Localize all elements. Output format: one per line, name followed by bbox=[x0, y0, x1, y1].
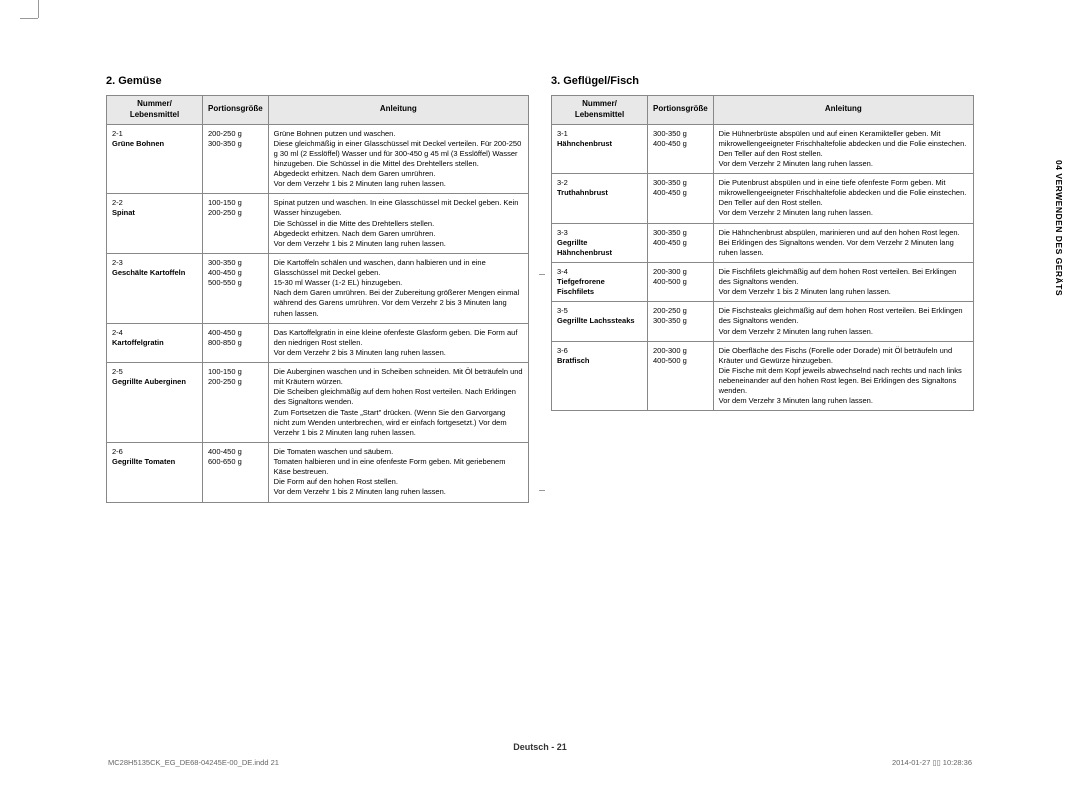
cell-portion: 100-150 g200-250 g bbox=[203, 194, 269, 254]
table-row: 2-1Grüne Bohnen200-250 g300-350 gGrüne B… bbox=[107, 124, 529, 194]
cell-portion: 100-150 g200-250 g bbox=[203, 363, 269, 443]
cell-nummer: 2-4Kartoffelgratin bbox=[107, 323, 203, 362]
cell-nummer: 3-5Gegrillte Lachssteaks bbox=[552, 302, 648, 341]
table-row: 2-3Geschälte Kartoffeln300-350 g400-450 … bbox=[107, 253, 529, 323]
col-header-portion: Portionsgröße bbox=[203, 96, 269, 125]
cell-nummer: 2-1Grüne Bohnen bbox=[107, 124, 203, 194]
footer: MC28H5135CK_EG_DE68-04245E-00_DE.indd 21… bbox=[48, 752, 1032, 767]
cell-anleitung: Die Fischfilets gleichmäßig auf dem hohe… bbox=[713, 262, 973, 301]
table-gemuese: Nummer/ Lebensmittel Portionsgröße Anlei… bbox=[106, 95, 529, 503]
cell-anleitung: Die Fischsteaks gleichmäßig auf dem hohe… bbox=[713, 302, 973, 341]
cell-nummer: 2-3Geschälte Kartoffeln bbox=[107, 253, 203, 323]
cell-anleitung: Grüne Bohnen putzen und waschen.Diese gl… bbox=[268, 124, 528, 194]
col-header-anleitung: Anleitung bbox=[268, 96, 528, 125]
table-row: 2-6Gegrillte Tomaten400-450 g600-650 gDi… bbox=[107, 442, 529, 502]
cell-portion: 300-350 g400-450 g500-550 g bbox=[203, 253, 269, 323]
section-title-gemuese: 2. Gemüse bbox=[106, 75, 529, 87]
cell-anleitung: Die Kartoffeln schälen und waschen, dann… bbox=[268, 253, 528, 323]
table-gefluegel: Nummer/ Lebensmittel Portionsgröße Anlei… bbox=[551, 95, 974, 411]
table-row: 3-4Tiefgefrorene Fischfilets200-300 g400… bbox=[552, 262, 974, 301]
table-row: 3-3Gegrillte Hähnchenbrust300-350 g400-4… bbox=[552, 223, 974, 262]
col-header-anleitung: Anleitung bbox=[713, 96, 973, 125]
table-row: 3-2Truthahnbrust300-350 g400-450 gDie Pu… bbox=[552, 174, 974, 224]
cell-portion: 200-250 g300-350 g bbox=[203, 124, 269, 194]
cell-nummer: 3-6Bratfisch bbox=[552, 341, 648, 411]
table-row: 2-5Gegrillte Auberginen100-150 g200-250 … bbox=[107, 363, 529, 443]
page: 2. Gemüse Nummer/ Lebensmittel Portionsg… bbox=[48, 25, 1032, 767]
table-row: 3-1Hähnchenbrust300-350 g400-450 gDie Hü… bbox=[552, 124, 974, 174]
cell-anleitung: Die Auberginen waschen und in Scheiben s… bbox=[268, 363, 528, 443]
cell-portion: 300-350 g400-450 g bbox=[648, 223, 714, 262]
col-header-nummer: Nummer/ Lebensmittel bbox=[552, 96, 648, 125]
cell-portion: 200-250 g300-350 g bbox=[648, 302, 714, 341]
table-row: 3-5Gegrillte Lachssteaks200-250 g300-350… bbox=[552, 302, 974, 341]
cell-nummer: 3-2Truthahnbrust bbox=[552, 174, 648, 224]
cell-portion: 300-350 g400-450 g bbox=[648, 124, 714, 174]
page-number: Deutsch - 21 bbox=[48, 742, 1032, 752]
col-header-nummer: Nummer/ Lebensmittel bbox=[107, 96, 203, 125]
cell-portion: 300-350 g400-450 g bbox=[648, 174, 714, 224]
cell-portion: 400-450 g800-850 g bbox=[203, 323, 269, 362]
table-row: 3-6Bratfisch200-300 g400-500 gDie Oberfl… bbox=[552, 341, 974, 411]
cell-anleitung: Die Oberfläche des Fischs (Forelle oder … bbox=[713, 341, 973, 411]
cell-anleitung: Die Hähnchenbrust abspülen, marinieren u… bbox=[713, 223, 973, 262]
content-area: 2. Gemüse Nummer/ Lebensmittel Portionsg… bbox=[48, 25, 1032, 714]
cell-nummer: 2-5Gegrillte Auberginen bbox=[107, 363, 203, 443]
cell-portion: 400-450 g600-650 g bbox=[203, 442, 269, 502]
table-row: 2-2Spinat100-150 g200-250 gSpinat putzen… bbox=[107, 194, 529, 254]
table-row: 2-4Kartoffelgratin400-450 g800-850 gDas … bbox=[107, 323, 529, 362]
cell-portion: 200-300 g400-500 g bbox=[648, 341, 714, 411]
cell-nummer: 2-2Spinat bbox=[107, 194, 203, 254]
cell-nummer: 3-3Gegrillte Hähnchenbrust bbox=[552, 223, 648, 262]
side-tab: 04 VERWENDEN DES GERÄTS bbox=[1054, 160, 1064, 296]
cell-nummer: 3-4Tiefgefrorene Fischfilets bbox=[552, 262, 648, 301]
section-title-gefluegel: 3. Geflügel/Fisch bbox=[551, 75, 974, 87]
cell-nummer: 2-6Gegrillte Tomaten bbox=[107, 442, 203, 502]
cell-anleitung: Die Hühnerbrüste abspülen und auf einen … bbox=[713, 124, 973, 174]
cell-nummer: 3-1Hähnchenbrust bbox=[552, 124, 648, 174]
cell-anleitung: Das Kartoffelgratin in eine kleine ofenf… bbox=[268, 323, 528, 362]
cell-anleitung: Die Putenbrust abspülen und in eine tief… bbox=[713, 174, 973, 224]
footer-timestamp: 2014-01-27 ▯▯ 10:28:36 bbox=[892, 758, 972, 767]
col-header-portion: Portionsgröße bbox=[648, 96, 714, 125]
footer-filename: MC28H5135CK_EG_DE68-04245E-00_DE.indd 21 bbox=[108, 758, 279, 767]
cell-anleitung: Spinat putzen und waschen. In eine Glass… bbox=[268, 194, 528, 254]
right-column: 3. Geflügel/Fisch Nummer/ Lebensmittel P… bbox=[551, 75, 974, 714]
cell-portion: 200-300 g400-500 g bbox=[648, 262, 714, 301]
left-column: 2. Gemüse Nummer/ Lebensmittel Portionsg… bbox=[106, 75, 529, 714]
cell-anleitung: Die Tomaten waschen und säubern.Tomaten … bbox=[268, 442, 528, 502]
